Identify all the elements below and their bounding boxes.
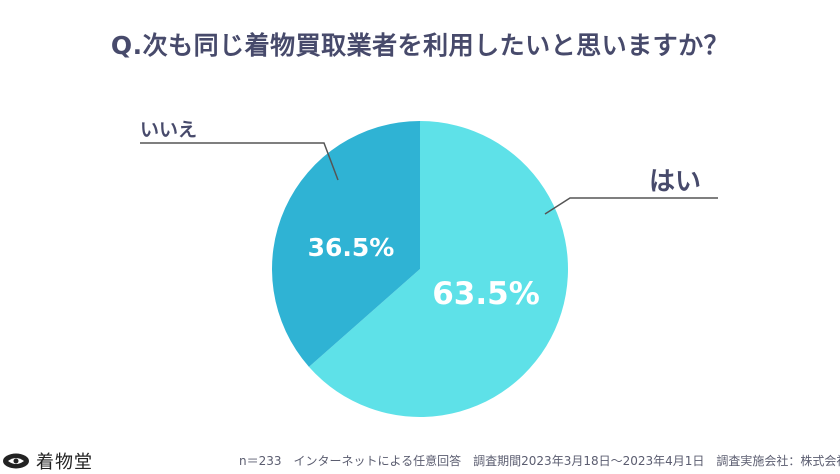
chart-title: Q.次も同じ着物買取業者を利用したいと思いますか？: [110, 31, 730, 60]
brand-logo: 着物堂: [2, 448, 93, 474]
data-label-hai: 63.5%: [432, 276, 540, 312]
logo-text: 着物堂: [36, 452, 93, 473]
survey-note: n＝233 インターネットによる任意回答 調査期間2023年3月18日〜2023…: [239, 454, 840, 468]
pie-slice-iie: [272, 121, 420, 367]
legend-label-hai: はい: [649, 167, 701, 197]
leader-line-hai: [544, 197, 718, 215]
kimono-logo-icon: [3, 453, 29, 469]
legend-label-iie: いいえ: [140, 119, 197, 141]
leader-line-iie: [140, 142, 339, 181]
data-label-iie: 36.5%: [308, 233, 395, 262]
pie-slice-hai: [308, 121, 569, 417]
